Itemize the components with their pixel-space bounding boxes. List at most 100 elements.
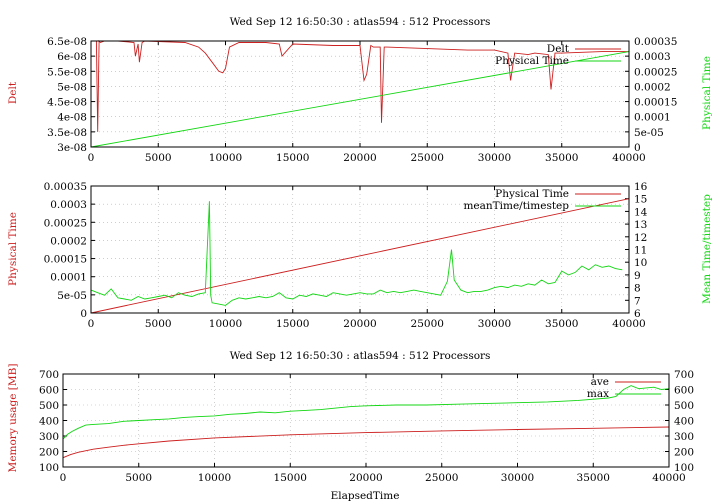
x-tick-label: 10000: [198, 472, 231, 484]
plot-frame: [90, 185, 630, 314]
series-line-meantime-timestep: [90, 201, 623, 306]
x-tick-label: 15000: [276, 318, 309, 330]
y2-tick-label: 200: [674, 447, 694, 459]
y-tick-label: 6e-08: [57, 51, 87, 63]
y-tick-label: 0.0003: [50, 199, 87, 211]
chart-panel-physical-time: Physical Time Mean Time/timestep 0 5000 10…: [7, 181, 713, 330]
x-tick-label: 25000: [425, 472, 458, 484]
y-tick-label: 100: [39, 462, 59, 474]
x-tick-label: 0: [60, 472, 67, 484]
x-tick-label: 20000: [349, 472, 382, 484]
x-tick-label: 20000: [343, 318, 376, 330]
y2-tick-label: 12: [634, 232, 647, 244]
y2-tick-label: 16: [634, 181, 648, 193]
y2-tick-label: 600: [674, 385, 694, 397]
y2-tick-label: 0.0002: [634, 81, 671, 93]
series-line-physical-time: [90, 198, 630, 314]
y-tick-label: 700: [39, 369, 59, 381]
y2-tick-label: 0.00035: [634, 36, 677, 48]
legend-label: ave: [591, 376, 609, 388]
x-tick-label: 25000: [411, 318, 444, 330]
legend-label: Physical Time: [495, 55, 569, 67]
legend-label: max: [587, 388, 609, 400]
series-line-physical-time: [90, 51, 630, 148]
y-tick-label: 200: [39, 447, 59, 459]
x-tick-label: 30000: [501, 472, 534, 484]
y2-axis-label: Physical Time: [701, 56, 713, 130]
y-tick-label: 600: [39, 385, 59, 397]
y-tick-label: 0: [80, 308, 87, 320]
y2-tick-label: 8: [634, 283, 641, 295]
y2-tick-label: 300: [674, 431, 694, 443]
y-tick-label: 4.5e-08: [47, 97, 87, 109]
x-tick-label: 35000: [577, 472, 610, 484]
y-tick-label: 5e-08: [57, 81, 87, 93]
x-tick-label: 35000: [545, 152, 578, 164]
y-axis-label: Physical Time: [7, 212, 19, 286]
y2-tick-label: 0: [634, 142, 641, 154]
x-tick-label: 10000: [209, 318, 242, 330]
y-tick-label: 0.0002: [50, 235, 87, 247]
plot-frame: [90, 40, 630, 148]
legend-label: Delt: [547, 43, 570, 55]
y2-tick-label: 0.00015: [634, 97, 677, 109]
y2-tick-label: 700: [674, 369, 694, 381]
y-tick-label: 5.5e-08: [47, 66, 87, 78]
x-tick-label: 30000: [478, 318, 511, 330]
legend-label: meanTime/timestep: [463, 200, 569, 212]
chart-title: Wed Sep 12 16:50:30 : atlas594 : 512 Pro…: [230, 350, 491, 362]
x-tick-label: 15000: [274, 472, 307, 484]
series-line-delt: [91, 39, 629, 132]
y2-tick-label: 0.00025: [634, 66, 677, 78]
y-tick-label: 0.00035: [44, 181, 87, 193]
y-tick-label: 0.00015: [44, 254, 87, 266]
chart-title: Wed Sep 12 16:50:30 : atlas594 : 512 Pro…: [230, 16, 491, 28]
y-tick-label: 3.5e-08: [47, 127, 87, 139]
y2-tick-label: 0.0001: [634, 112, 671, 124]
series-line-ave: [62, 426, 670, 459]
y-tick-label: 300: [39, 431, 59, 443]
y-tick-label: 6.5e-08: [47, 36, 87, 48]
x-tick-label: 40000: [612, 318, 645, 330]
y2-tick-label: 14: [634, 206, 648, 218]
y-axis-label: Delt: [7, 81, 19, 104]
y2-tick-label: 9: [634, 270, 641, 282]
y2-tick-label: 100: [674, 462, 694, 474]
chart-panel-delt: Wed Sep 12 16:50:30 : atlas594 : 512 Pro…: [7, 16, 713, 164]
y2-tick-label: 500: [674, 400, 694, 412]
x-tick-label: 25000: [411, 152, 444, 164]
y2-tick-label: 7: [634, 295, 641, 307]
y-tick-label: 0.0001: [50, 272, 87, 284]
y2-tick-label: 11: [634, 245, 647, 257]
x-tick-label: 30000: [478, 152, 511, 164]
x-tick-label: 5000: [145, 152, 172, 164]
x-tick-label: 5000: [145, 318, 172, 330]
y2-tick-label: 13: [634, 219, 647, 231]
x-tick-label: 40000: [652, 472, 685, 484]
x-tick-label: 10000: [209, 152, 242, 164]
y2-axis-label: Mean Time/timestep: [701, 194, 713, 304]
y2-tick-label: 5e-05: [634, 127, 664, 139]
x-tick-label: 15000: [276, 152, 309, 164]
x-tick-label: 0: [88, 152, 95, 164]
y2-tick-label: 6: [634, 308, 641, 320]
x-tick-label: 35000: [545, 318, 578, 330]
plot-frame: [62, 373, 670, 468]
series-line-max: [62, 385, 670, 440]
y2-tick-label: 15: [634, 194, 647, 206]
x-tick-label: 20000: [343, 152, 376, 164]
chart-panel-memory: Wed Sep 12 16:50:30 : atlas594 : 512 Pro…: [7, 350, 694, 502]
y-tick-label: 0.00025: [44, 217, 87, 229]
y2-tick-label: 400: [674, 416, 694, 428]
x-axis-label: ElapsedTime: [331, 490, 400, 502]
y-tick-label: 500: [39, 400, 59, 412]
y-tick-label: 4e-08: [57, 112, 87, 124]
y2-tick-label: 0.0003: [634, 51, 671, 63]
x-tick-label: 40000: [612, 152, 645, 164]
x-tick-label: 5000: [125, 472, 152, 484]
legend-label: Physical Time: [495, 188, 569, 200]
y-tick-label: 5e-05: [57, 290, 87, 302]
y-tick-label: 400: [39, 416, 59, 428]
y-tick-label: 3e-08: [57, 142, 87, 154]
